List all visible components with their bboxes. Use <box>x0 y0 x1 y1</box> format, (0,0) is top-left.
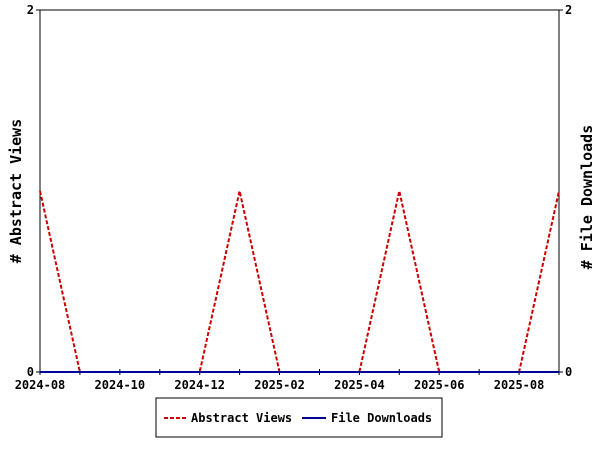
y-axis-ticks: 0 2 0 2 <box>27 3 572 379</box>
x-tick-label: 2025-08 <box>494 378 545 392</box>
x-tick-label: 2025-04 <box>334 378 385 392</box>
x-tick-label: 2024-12 <box>174 378 225 392</box>
x-tick-label: 2024-08 <box>15 378 66 392</box>
x-axis-tick-labels: 2024-08 2024-10 2024-12 2025-02 2025-04 2025-… <box>15 378 545 392</box>
legend-label-abstract-views: Abstract Views <box>191 411 292 425</box>
x-tick-label: 2024-10 <box>95 378 146 392</box>
y-right-tick-label: 0 <box>565 365 572 379</box>
y-right-tick-label: 2 <box>565 3 572 17</box>
y-left-tick-label: 2 <box>27 3 34 17</box>
x-tick-label: 2025-06 <box>414 378 465 392</box>
y-right-axis-title: # File Downloads <box>578 125 596 270</box>
y-left-tick-label: 0 <box>27 365 34 379</box>
legend: Abstract Views File Downloads <box>155 397 443 438</box>
x-tick-label: 2025-02 <box>254 378 305 392</box>
legend-box <box>155 397 443 438</box>
legend-label-file-downloads: File Downloads <box>331 411 432 425</box>
series-lines <box>39 190 560 373</box>
plot-area <box>39 9 560 373</box>
y-left-axis-title: # Abstract Views <box>7 119 25 264</box>
